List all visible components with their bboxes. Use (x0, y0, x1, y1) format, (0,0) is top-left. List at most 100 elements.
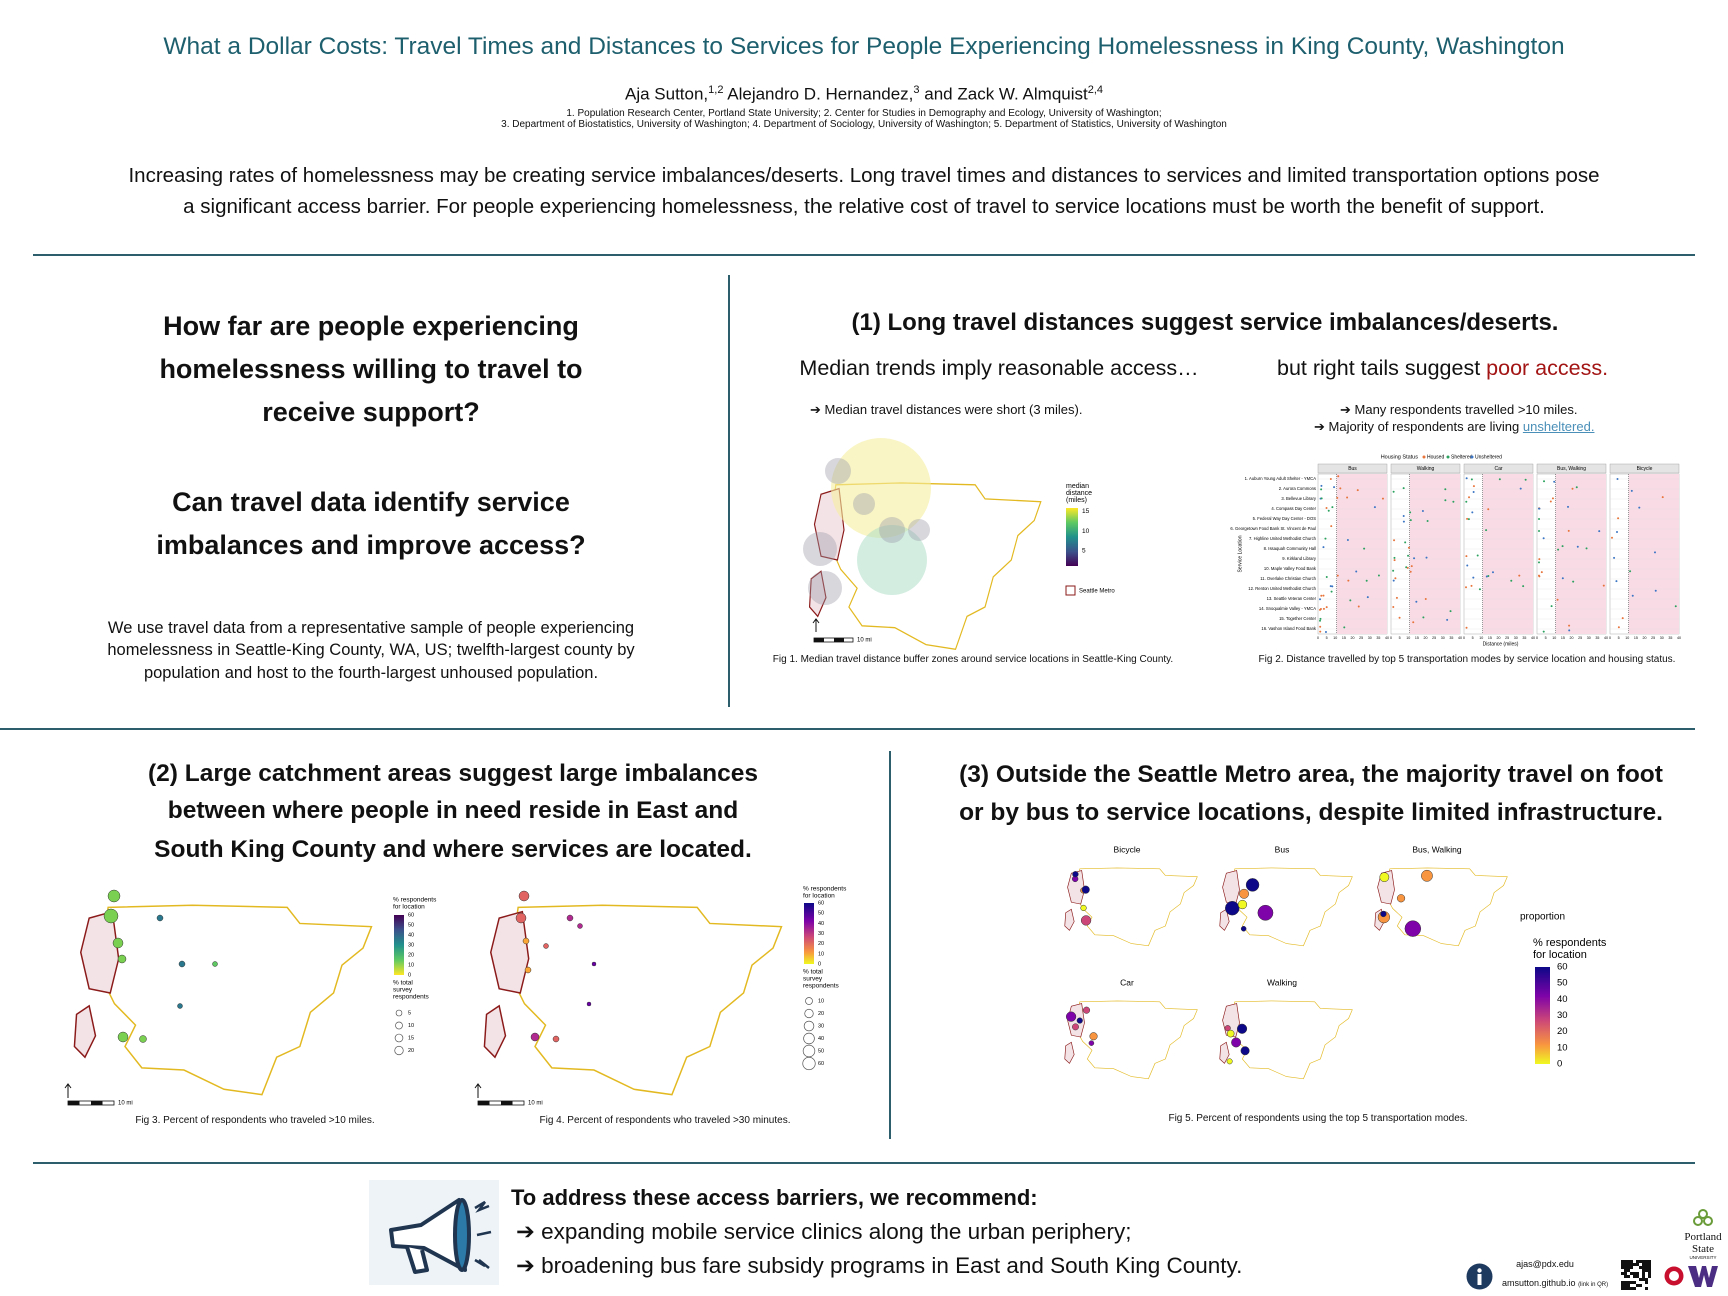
email: ajas@pdx.edu (1516, 1259, 1574, 1269)
x-tick-label: 30 (1441, 636, 1445, 640)
qr-cell (1633, 1272, 1636, 1275)
mode-dot (1239, 888, 1249, 899)
mode-dot (1082, 1006, 1091, 1014)
tail-region (1628, 474, 1679, 634)
obs-dot (1567, 529, 1570, 532)
subheading-text: but right tails suggest (1277, 356, 1487, 380)
obs-dot (1365, 579, 1368, 582)
obs-dot (1412, 621, 1415, 624)
obs-dot (1320, 497, 1323, 500)
facet-label: Bus, Walking (1557, 466, 1586, 472)
size-key-label: 40 (818, 1036, 824, 1042)
qr-cell (1624, 1260, 1627, 1263)
north-arrow (64, 1083, 72, 1098)
obs-dot (1377, 574, 1380, 577)
obs-dot (1571, 487, 1574, 490)
link[interactable]: unsheltered. (1522, 419, 1595, 434)
obs-dot (1349, 599, 1352, 602)
obs-dot (1357, 605, 1360, 608)
obs-dot (1468, 496, 1471, 499)
uw-w (1688, 1266, 1718, 1287)
obs-dot (1485, 529, 1488, 532)
qr-cell (1621, 1287, 1624, 1290)
psu-icon (1693, 1209, 1713, 1226)
obs-dot (1444, 488, 1447, 491)
psu-leaf (1703, 1216, 1713, 1226)
size-key (804, 1008, 814, 1019)
scale-label: 10 mi (528, 1101, 543, 1107)
x-tick-label: 35 (1522, 636, 1526, 640)
section-heading: South King County and where services are… (154, 836, 752, 863)
location-dot (522, 937, 530, 945)
obs-dot (1522, 585, 1525, 588)
qr-cell (1633, 1281, 1636, 1284)
obs-dot (1392, 579, 1395, 582)
x-tick-label: 20 (1643, 636, 1647, 640)
obs-dot (1630, 489, 1633, 492)
qr-cell (1648, 1263, 1651, 1266)
obs-dot (1556, 598, 1559, 601)
obs-dot (1465, 586, 1468, 589)
obs-dot (1405, 566, 1408, 569)
qr-cell (1624, 1287, 1627, 1290)
size-key (394, 1045, 404, 1056)
qr-cell (1639, 1260, 1642, 1263)
subheading: but right tails suggest poor access. (1277, 356, 1608, 380)
x-tick-label: 25 (1359, 636, 1363, 640)
legend-title: survey (393, 987, 413, 994)
location-label: 3. Bellevue Library (1281, 496, 1317, 501)
x-tick-label: 15 (1415, 636, 1419, 640)
qr-cell (1645, 1260, 1648, 1263)
obs-dot (1538, 558, 1541, 561)
mode-dot (1226, 1029, 1235, 1038)
obs-dot (1550, 605, 1553, 608)
x-tick-label: 5 (1545, 636, 1547, 640)
qr-cell (1624, 1266, 1627, 1269)
obs-dot (1470, 584, 1473, 587)
size-key (803, 1020, 815, 1032)
obs-dot (1446, 618, 1449, 621)
north-arrow (812, 618, 820, 632)
panel-title: Bicycle (1114, 844, 1141, 854)
section-heading: between where people in need reside in E… (167, 797, 739, 824)
qr-cell (1621, 1281, 1624, 1284)
scale-bar (501, 1101, 513, 1105)
qr-cell (1621, 1260, 1624, 1263)
colorbar-tick: 10 (1557, 1042, 1568, 1053)
obs-dot (1551, 497, 1554, 500)
size-key-label: 50 (818, 1048, 824, 1054)
obs-dot (1519, 487, 1522, 490)
x-tick-label: 0 (1390, 636, 1392, 640)
x-tick-label: 15 (1561, 636, 1565, 640)
mode-dot (1240, 1046, 1250, 1056)
info-icon (1466, 1263, 1493, 1290)
buffer-zone (908, 519, 930, 541)
colorbar-tick: 10 (408, 962, 414, 968)
obs-dot (1538, 507, 1540, 510)
obs-dot (1331, 506, 1334, 509)
obs-dot (1617, 517, 1620, 520)
x-tick-label: 0 (1609, 636, 1611, 640)
qr-cell (1636, 1284, 1639, 1287)
qr-cell (1642, 1260, 1645, 1263)
facet-strip (1317, 463, 1388, 474)
scale-label: 10 mi (857, 638, 872, 644)
section-heading: or by bus to service locations, despite … (959, 799, 1663, 826)
qr-cell (1648, 1275, 1651, 1278)
panel-title: Walking (1267, 977, 1297, 987)
qr-cell (1621, 1272, 1624, 1275)
x-tick-label: 10 (1333, 636, 1337, 640)
legend-title: for location (1533, 949, 1587, 961)
divider (33, 1162, 1695, 1164)
qr-cell (1633, 1275, 1636, 1278)
tail-region (1409, 474, 1460, 634)
obs-dot (1472, 485, 1475, 488)
colorbar-tick: 0 (818, 961, 821, 967)
obs-dot (1510, 579, 1513, 582)
tail-region (1555, 474, 1606, 634)
location-dot (103, 908, 119, 924)
mode-dot (1404, 920, 1422, 937)
obs-dot (1421, 510, 1424, 513)
qr-cell (1645, 1281, 1648, 1284)
location-dot (591, 961, 597, 967)
